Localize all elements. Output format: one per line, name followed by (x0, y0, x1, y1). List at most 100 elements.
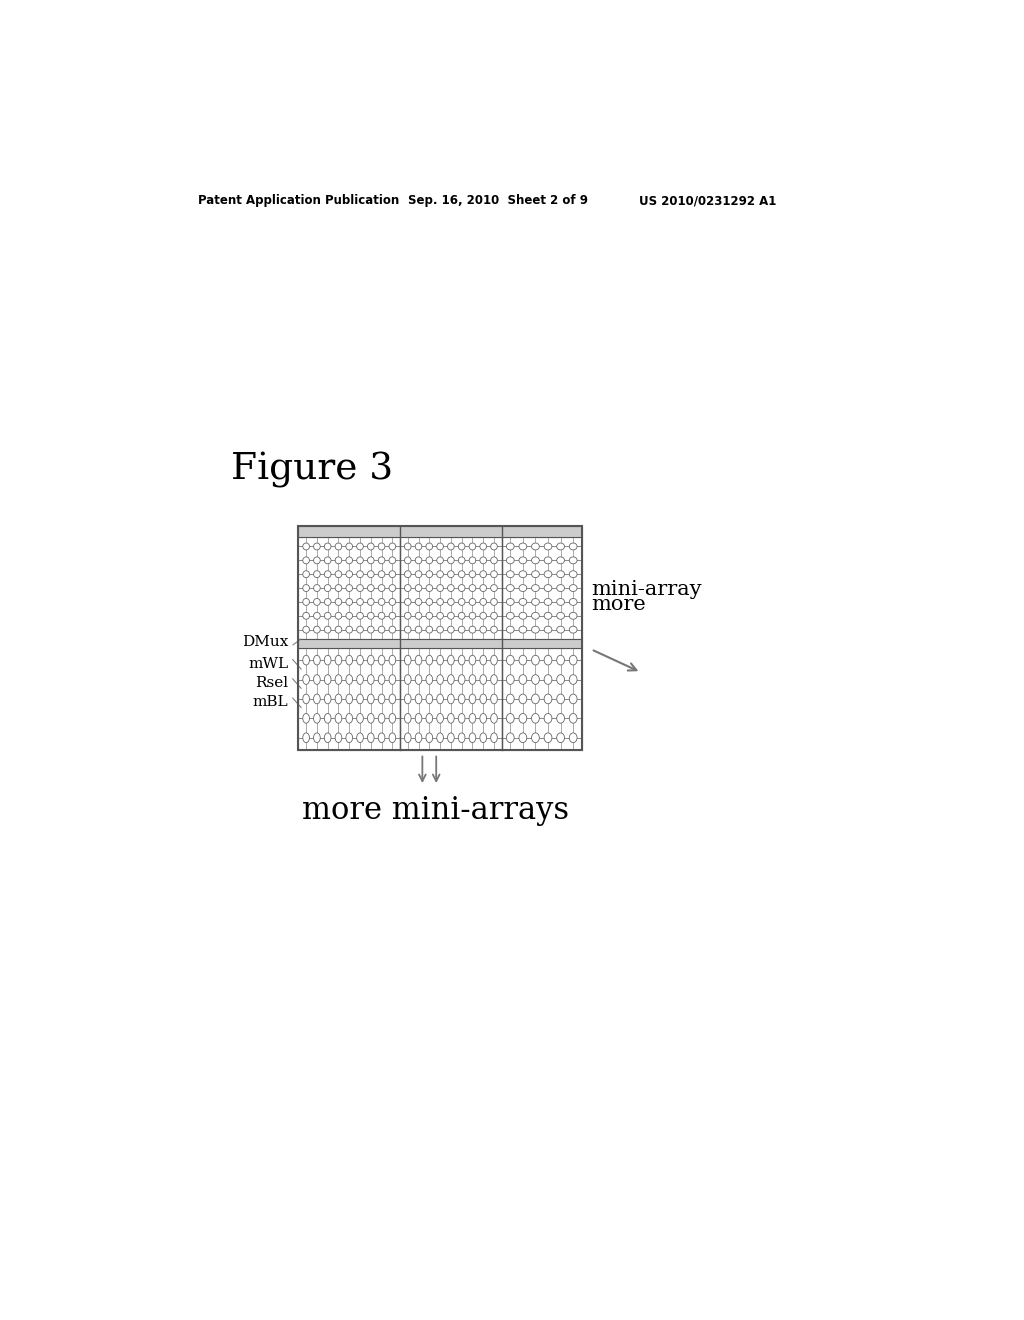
Ellipse shape (469, 585, 476, 591)
Ellipse shape (569, 626, 578, 634)
Ellipse shape (335, 626, 342, 634)
Ellipse shape (519, 570, 526, 578)
Ellipse shape (368, 585, 374, 591)
Ellipse shape (507, 543, 514, 550)
Ellipse shape (415, 655, 422, 665)
Ellipse shape (335, 694, 342, 704)
Text: Rsel: Rsel (255, 676, 289, 690)
Ellipse shape (544, 694, 552, 704)
Ellipse shape (480, 733, 486, 743)
Bar (502, 537, 582, 639)
Ellipse shape (507, 598, 514, 606)
Ellipse shape (469, 714, 476, 723)
Ellipse shape (459, 557, 465, 564)
Ellipse shape (303, 626, 309, 634)
Ellipse shape (437, 675, 443, 684)
Ellipse shape (313, 570, 321, 578)
Ellipse shape (415, 714, 422, 723)
Ellipse shape (544, 612, 552, 619)
Ellipse shape (356, 694, 364, 704)
Ellipse shape (531, 543, 540, 550)
Ellipse shape (313, 598, 321, 606)
Ellipse shape (447, 598, 455, 606)
Ellipse shape (325, 585, 331, 591)
Ellipse shape (415, 570, 422, 578)
Ellipse shape (544, 570, 552, 578)
Ellipse shape (415, 733, 422, 743)
Ellipse shape (519, 655, 526, 665)
Ellipse shape (378, 612, 385, 619)
Ellipse shape (404, 655, 411, 665)
Ellipse shape (303, 714, 309, 723)
Ellipse shape (389, 733, 395, 743)
Bar (400, 648, 502, 750)
Ellipse shape (368, 675, 374, 684)
Text: mini-array: mini-array (591, 579, 701, 599)
Ellipse shape (469, 694, 476, 704)
Ellipse shape (404, 626, 411, 634)
Ellipse shape (490, 694, 498, 704)
Ellipse shape (447, 714, 455, 723)
Ellipse shape (415, 612, 422, 619)
Ellipse shape (507, 655, 514, 665)
Ellipse shape (346, 570, 352, 578)
Ellipse shape (378, 694, 385, 704)
Ellipse shape (480, 655, 486, 665)
Ellipse shape (447, 557, 455, 564)
Ellipse shape (378, 626, 385, 634)
Ellipse shape (531, 557, 540, 564)
Ellipse shape (569, 675, 578, 684)
Ellipse shape (346, 694, 352, 704)
Ellipse shape (544, 543, 552, 550)
Ellipse shape (569, 543, 578, 550)
Ellipse shape (557, 598, 564, 606)
Ellipse shape (404, 557, 411, 564)
Ellipse shape (378, 543, 385, 550)
Ellipse shape (519, 585, 526, 591)
Ellipse shape (426, 626, 433, 634)
Ellipse shape (459, 655, 465, 665)
Ellipse shape (313, 694, 321, 704)
Ellipse shape (303, 557, 309, 564)
Ellipse shape (437, 612, 443, 619)
Ellipse shape (389, 694, 395, 704)
Ellipse shape (437, 714, 443, 723)
Ellipse shape (415, 557, 422, 564)
Ellipse shape (303, 598, 309, 606)
Ellipse shape (531, 714, 540, 723)
Ellipse shape (459, 626, 465, 634)
Ellipse shape (356, 543, 364, 550)
Ellipse shape (490, 570, 498, 578)
Ellipse shape (378, 733, 385, 743)
Ellipse shape (346, 655, 352, 665)
Ellipse shape (519, 675, 526, 684)
Ellipse shape (335, 655, 342, 665)
Ellipse shape (346, 714, 352, 723)
Bar (298, 527, 582, 537)
Ellipse shape (437, 585, 443, 591)
Ellipse shape (557, 612, 564, 619)
Bar (298, 527, 582, 750)
Ellipse shape (335, 543, 342, 550)
Ellipse shape (569, 714, 578, 723)
Bar (298, 639, 582, 648)
Ellipse shape (490, 655, 498, 665)
Ellipse shape (447, 694, 455, 704)
Ellipse shape (480, 694, 486, 704)
Ellipse shape (356, 598, 364, 606)
Text: Figure 3: Figure 3 (230, 453, 393, 488)
Ellipse shape (544, 675, 552, 684)
Ellipse shape (378, 655, 385, 665)
Ellipse shape (519, 733, 526, 743)
Ellipse shape (531, 733, 540, 743)
Ellipse shape (490, 714, 498, 723)
Ellipse shape (389, 626, 395, 634)
Ellipse shape (490, 585, 498, 591)
Text: DMux: DMux (242, 635, 289, 649)
Ellipse shape (378, 598, 385, 606)
Ellipse shape (519, 598, 526, 606)
Ellipse shape (356, 585, 364, 591)
Ellipse shape (368, 714, 374, 723)
Ellipse shape (325, 655, 331, 665)
Ellipse shape (531, 570, 540, 578)
